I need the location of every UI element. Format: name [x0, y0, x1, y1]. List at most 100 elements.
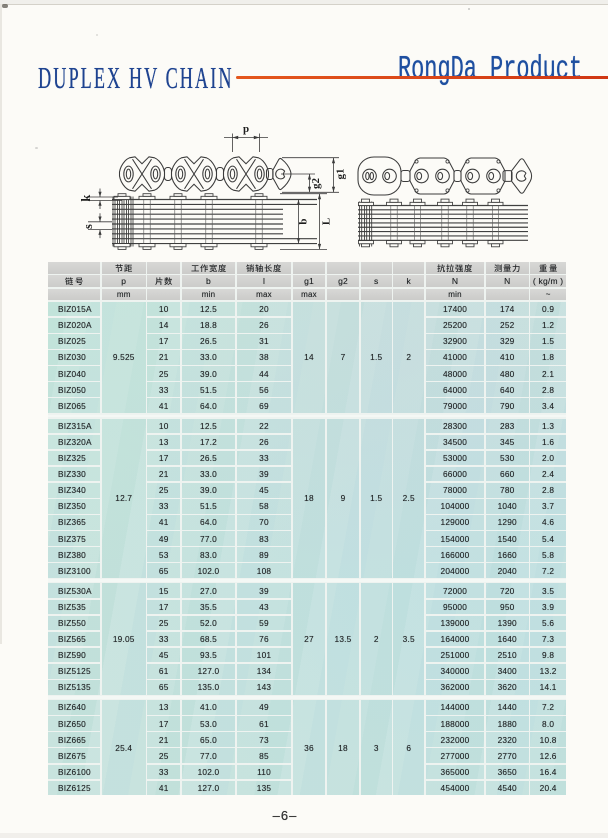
force: 2320 [485, 732, 529, 747]
plates: 13 [147, 434, 181, 450]
force: 252 [485, 317, 529, 333]
chain-no: BIZ5125 [48, 663, 101, 679]
width-b: 77.0 [181, 748, 236, 764]
s-group: 2 [360, 583, 392, 695]
col-symbol-s: s [360, 275, 392, 288]
chain-no: BIZ530A [48, 583, 101, 599]
g2-group: 7 [326, 301, 360, 414]
tensile: 78000 [425, 482, 485, 498]
plates: 17 [147, 716, 181, 731]
chain-no: BIZ665 [48, 732, 101, 747]
tensile: 154000 [425, 531, 485, 546]
s-group: 1.5 [360, 418, 392, 578]
col-symbol-n2: N [485, 275, 529, 288]
scan-speck [96, 34, 98, 36]
weight: 1.5 [530, 334, 566, 349]
force: 1660 [485, 547, 529, 562]
width-b: 51.5 [181, 382, 236, 397]
plates: 49 [147, 531, 181, 546]
weight: 2.0 [530, 450, 566, 466]
weight: 2.1 [530, 366, 566, 381]
s-group: 1.5 [360, 301, 392, 414]
width-b: 64.0 [181, 398, 236, 414]
pin-l: 38 [236, 350, 292, 365]
plates: 21 [147, 732, 181, 747]
weight: 5.6 [530, 615, 566, 631]
spec-table: p b l g1 g2 s k N N ( kg/m ) mm min max … [48, 262, 566, 796]
dim-label-g1: g1 [335, 169, 347, 180]
chain-no: BIZ640 [48, 700, 101, 715]
pin-l: 59 [236, 615, 292, 631]
tensile: 25200 [425, 317, 485, 333]
tensile: 48000 [425, 366, 485, 381]
weight: 4.6 [530, 515, 566, 530]
col-symbol-l: l [236, 275, 292, 288]
left-chain-diagram: p g1 g2 k s b L [79, 123, 347, 250]
chain-no: BIZ050 [48, 382, 101, 397]
force: 1540 [485, 531, 529, 546]
plates: 14 [147, 317, 181, 333]
weight: 16.4 [530, 764, 566, 780]
group-separator [48, 414, 566, 418]
g2-group: 9 [326, 418, 360, 578]
width-b: 64.0 [181, 515, 236, 530]
pin-l: 58 [236, 499, 292, 514]
width-b: 65.0 [181, 732, 236, 747]
k-group: 6 [393, 700, 425, 796]
width-b: 127.0 [181, 780, 236, 796]
tensile: 28300 [425, 418, 485, 434]
chain-no: BIZ535 [48, 599, 101, 615]
scan-smudge [2, 4, 8, 8]
width-b: 102.0 [181, 764, 236, 780]
plates: 13 [147, 700, 181, 715]
width-b: 35.5 [181, 599, 236, 615]
weight: 5.4 [530, 531, 566, 546]
chain-no: BIZ650 [48, 716, 101, 731]
width-b: 39.0 [181, 482, 236, 498]
chain-no: BIZ065 [48, 398, 101, 414]
width-b: 27.0 [181, 583, 236, 599]
weight: 7.2 [530, 700, 566, 715]
pin-l: 76 [236, 631, 292, 647]
page-title: DUPLEX HV CHAIN [38, 60, 234, 95]
chain-no: BIZ350 [48, 499, 101, 514]
chain-no: BIZ6100 [48, 764, 101, 780]
width-b: 53.0 [181, 716, 236, 731]
chain-no: BIZ315A [48, 418, 101, 434]
pin-l: 85 [236, 748, 292, 764]
plates: 41 [147, 398, 181, 414]
force: 2770 [485, 748, 529, 764]
pin-l: 45 [236, 482, 292, 498]
force: 1390 [485, 615, 529, 631]
weight: 1.2 [530, 317, 566, 333]
dim-label-g2: g2 [310, 178, 322, 190]
force: 1880 [485, 716, 529, 731]
chain-no: BIZ550 [48, 615, 101, 631]
width-b: 12.5 [181, 301, 236, 317]
tensile: 166000 [425, 547, 485, 562]
dim-label-p: p [243, 123, 249, 135]
tensile: 79000 [425, 398, 485, 414]
brand-title: RongDa Product [398, 51, 583, 88]
pin-l: 73 [236, 732, 292, 747]
weight: 2.8 [530, 382, 566, 397]
weight: 5.8 [530, 547, 566, 562]
tensile: 232000 [425, 732, 485, 747]
width-b: 52.0 [181, 615, 236, 631]
tensile: 164000 [425, 631, 485, 647]
tensile: 204000 [425, 563, 485, 578]
force: 2510 [485, 647, 529, 663]
pin-l: 31 [236, 334, 292, 349]
dim-label-s: s [81, 224, 95, 229]
weight: 3.5 [530, 583, 566, 599]
force: 1290 [485, 515, 529, 530]
width-b: 83.0 [181, 547, 236, 562]
pin-l: 108 [236, 563, 292, 578]
scan-speck [35, 147, 38, 149]
tensile: 365000 [425, 764, 485, 780]
plates: 21 [147, 350, 181, 365]
pin-l: 101 [236, 647, 292, 663]
plates: 33 [147, 499, 181, 514]
plates: 17 [147, 450, 181, 466]
